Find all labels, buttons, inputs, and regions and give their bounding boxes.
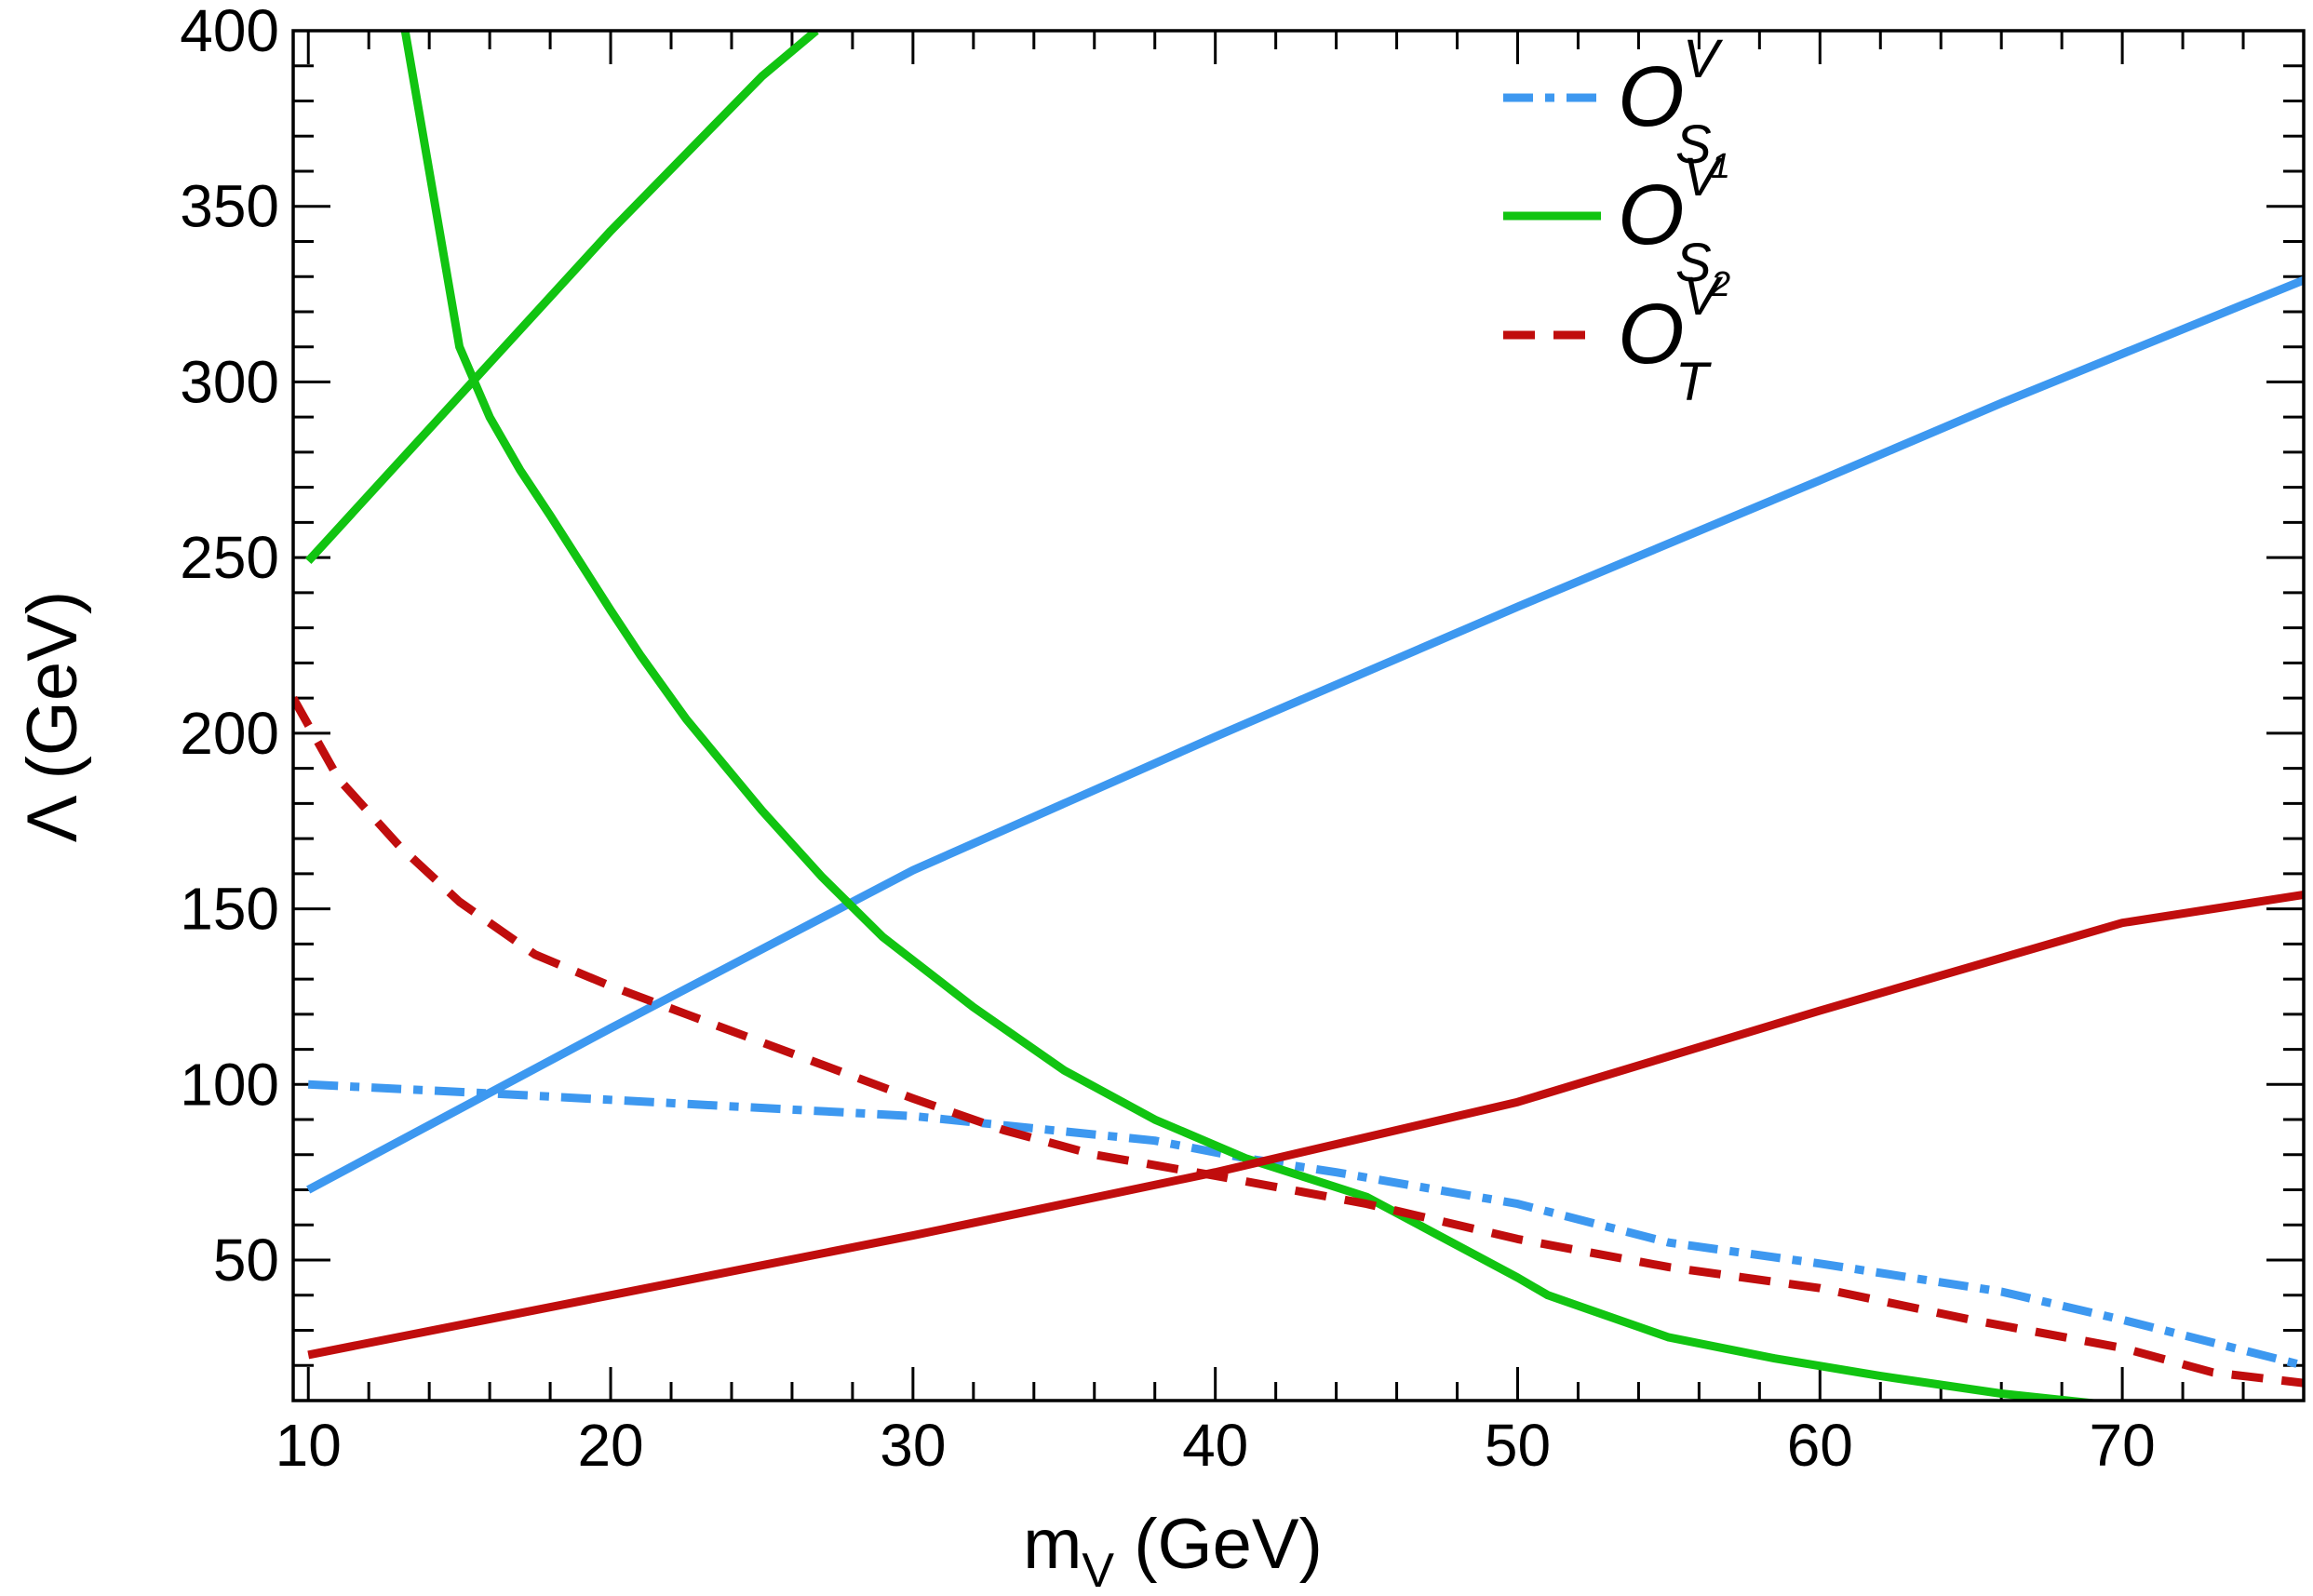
x-tick-label: 70 xyxy=(2090,1412,2156,1479)
series-line-5 xyxy=(293,695,2304,1388)
x-axis-label-main: m xyxy=(1023,1505,1082,1584)
y-tick-label: 50 xyxy=(213,1227,279,1294)
series-line-3 xyxy=(400,31,2102,1401)
plot-frame xyxy=(291,29,2306,1402)
x-tick-label: 50 xyxy=(1485,1412,1551,1479)
y-tick-label: 100 xyxy=(180,1051,279,1118)
y-tick-label: 350 xyxy=(180,173,279,240)
legend-label: OVT xyxy=(1618,266,1724,412)
legend-label-subscript: S xyxy=(1675,114,1712,175)
x-tick-label: 10 xyxy=(276,1412,342,1479)
legend-label-subsubscript: 1 xyxy=(1711,147,1730,186)
y-axis-label: Λ (GeV) xyxy=(13,591,92,842)
x-axis-ticks xyxy=(306,31,2245,1401)
series-line-1 xyxy=(307,1080,2304,1370)
x-tick-label: 30 xyxy=(880,1412,946,1479)
y-tick-label: 150 xyxy=(180,876,279,943)
legend-label: OVS 2 xyxy=(1618,147,1730,304)
x-axis-label-subscript: V xyxy=(1082,1544,1114,1596)
legend-label-superscript: V xyxy=(1683,29,1724,89)
x-axis-tick-labels: 10 20 30 40 50 60 70 xyxy=(276,1412,2156,1479)
x-tick-label: 20 xyxy=(577,1412,643,1479)
legend-label-symbol: O xyxy=(1618,168,1685,262)
x-tick-label: 40 xyxy=(1182,1412,1248,1479)
y-axis-tick-labels: 50 100 150 200 250 300 350 400 xyxy=(180,0,279,1294)
series-line-4 xyxy=(304,31,819,564)
y-axis-ticks xyxy=(293,64,2304,1367)
legend-label-subsubscript: 2 xyxy=(1710,265,1730,304)
y-tick-label: 250 xyxy=(180,524,279,591)
x-axis-label: mV (GeV) xyxy=(1023,1505,1323,1596)
x-tick-label: 60 xyxy=(1787,1412,1853,1479)
y-tick-label: 300 xyxy=(180,348,279,415)
series-line-6 xyxy=(307,891,2304,1360)
legend-label-subscript: S xyxy=(1675,233,1712,293)
legend-label: OVS 1 xyxy=(1618,29,1730,186)
y-tick-label: 200 xyxy=(180,700,279,767)
legend-label-symbol: O xyxy=(1618,287,1685,382)
series-line-2 xyxy=(306,275,2304,1194)
legend-label-symbol: O xyxy=(1618,49,1685,144)
legend-label-superscript: V xyxy=(1683,266,1724,327)
y-tick-label: 400 xyxy=(180,0,279,64)
x-axis-label-unit: (GeV) xyxy=(1114,1505,1323,1584)
plot-series xyxy=(293,31,2304,1401)
legend-label-subscript: T xyxy=(1675,352,1712,412)
legend-label-superscript: V xyxy=(1683,147,1724,208)
